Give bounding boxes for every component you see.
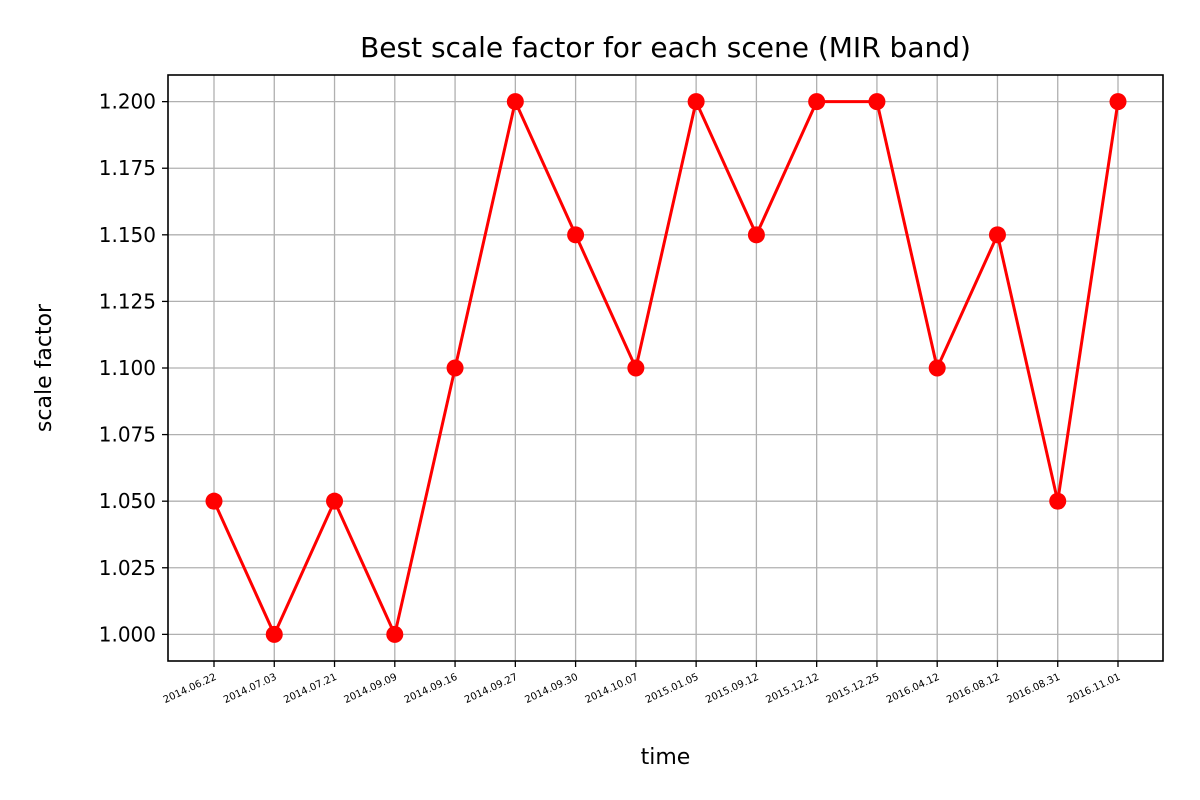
- x-axis-label: time: [641, 745, 691, 770]
- chart-title: Best scale factor for each scene (MIR ba…: [360, 31, 971, 64]
- data-point: [326, 492, 344, 510]
- series-line: [212, 100, 1120, 636]
- data-point: [808, 93, 826, 111]
- data-point: [868, 93, 886, 111]
- data-point: [747, 226, 765, 244]
- data-point: [687, 93, 705, 111]
- y-tick-label: 1.025: [99, 556, 156, 580]
- series-line-group: [212, 100, 1120, 636]
- y-tick-label: 1.200: [99, 90, 156, 114]
- y-tick-label: 1.075: [99, 423, 156, 447]
- data-point: [928, 359, 946, 377]
- y-tick-label: 1.175: [99, 156, 156, 180]
- data-point: [386, 625, 404, 643]
- y-tick-label: 1.050: [99, 489, 156, 513]
- y-axis-label: scale factor: [32, 303, 57, 432]
- y-tick-label: 1.150: [99, 223, 156, 247]
- data-point: [567, 226, 585, 244]
- data-point: [506, 93, 524, 111]
- data-point: [205, 492, 223, 510]
- y-tick-label: 1.000: [99, 622, 156, 646]
- y-tick-label: 1.100: [99, 356, 156, 380]
- data-point: [988, 226, 1006, 244]
- data-point: [1049, 492, 1067, 510]
- data-point: [265, 625, 283, 643]
- series-markers: [205, 93, 1127, 643]
- data-point: [627, 359, 645, 377]
- y-tick-label: 1.125: [99, 289, 156, 313]
- y-axis: 1.000 1.025 1.050 1.075 1.100 1.125 1.150 1.175…: [99, 90, 168, 646]
- data-point: [446, 359, 464, 377]
- data-point: [1109, 93, 1127, 111]
